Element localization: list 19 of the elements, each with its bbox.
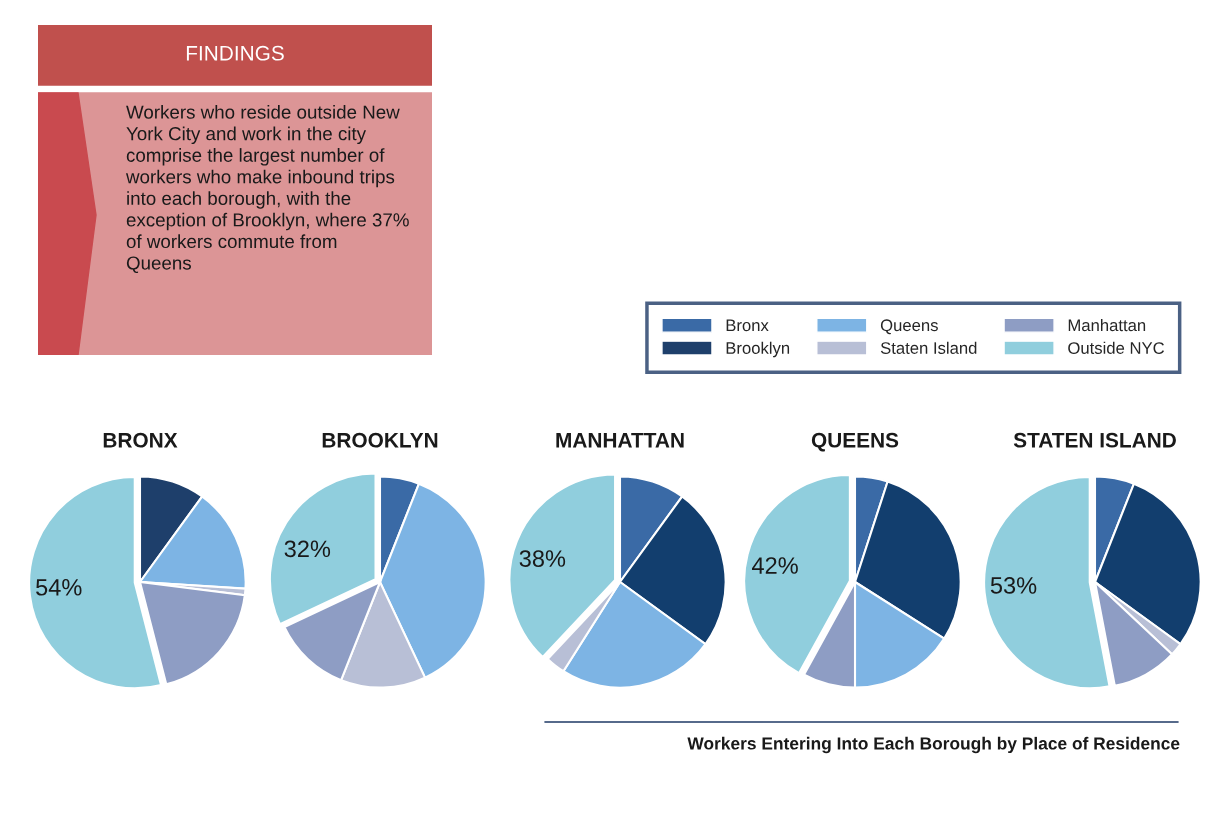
data-label: 53%	[990, 577, 1037, 594]
legend-label: Manhattan	[1068, 318, 1146, 332]
legend-label: Bronx	[726, 319, 769, 332]
text: Workers who reside outside New York City and work in the city comprise the largest number of workers who make inbound trips into each borough, with the exception of Brooklyn, where 37% of workers commute from Queens	[125, 105, 409, 274]
data-label: 54%	[36, 579, 82, 596]
chart-title: MANHATTAN	[556, 433, 684, 448]
data-label: 38%	[519, 550, 566, 567]
legend-label: Queens	[880, 319, 938, 335]
data-label: 32%	[284, 540, 331, 558]
chart-title: QUEENS	[811, 432, 899, 452]
text: FINDINGS	[186, 45, 284, 61]
chart-title: BROOKLYN	[322, 432, 438, 448]
legend-label: Brooklyn	[726, 341, 790, 358]
text: Workers Entering Into Each Borough by Place of Residence	[687, 736, 1180, 754]
data-label: 42%	[752, 557, 798, 574]
legend-label: Outside NYC	[1068, 341, 1165, 354]
legend-label: Staten Island	[880, 341, 977, 354]
text: BRONX	[103, 432, 178, 448]
chart-title: STATEN ISLAND	[1013, 432, 1176, 448]
